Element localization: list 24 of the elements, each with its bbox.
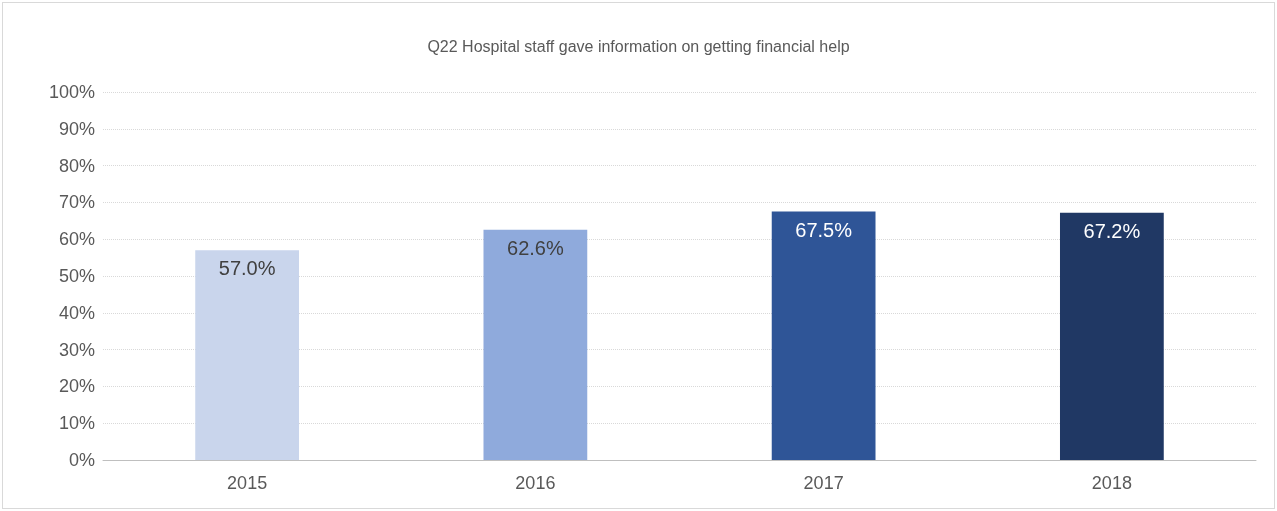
bar (195, 250, 300, 460)
x-tick-label: 2015 (227, 473, 268, 493)
bar (483, 229, 588, 460)
y-tick-label: 60% (58, 229, 95, 250)
data-label: 57.0% (218, 257, 276, 280)
y-tick-label: 40% (58, 302, 95, 323)
y-tick-label: 80% (58, 155, 95, 176)
y-tick-label: 70% (58, 192, 95, 213)
x-tick-label: 2018 (1091, 473, 1132, 493)
y-tick-label: 50% (58, 266, 95, 286)
data-label: 62.6% (507, 236, 564, 259)
y-tick-label: 0% (68, 450, 95, 470)
chart-title: Q22 Hospital staff gave information on getting financial help (427, 37, 850, 55)
y-tick-label: 20% (58, 376, 95, 397)
y-tick-label: 30% (58, 339, 95, 360)
data-label: 67.2% (1083, 219, 1141, 242)
y-tick-label: 90% (58, 118, 95, 139)
y-tick-label: 100% (48, 82, 95, 102)
bar (771, 211, 876, 460)
x-tick-label: 2016 (515, 473, 556, 493)
y-tick-label: 10% (58, 413, 95, 434)
bar (1059, 212, 1164, 460)
x-tick-label: 2017 (803, 473, 844, 493)
data-label: 67.5% (795, 218, 853, 241)
